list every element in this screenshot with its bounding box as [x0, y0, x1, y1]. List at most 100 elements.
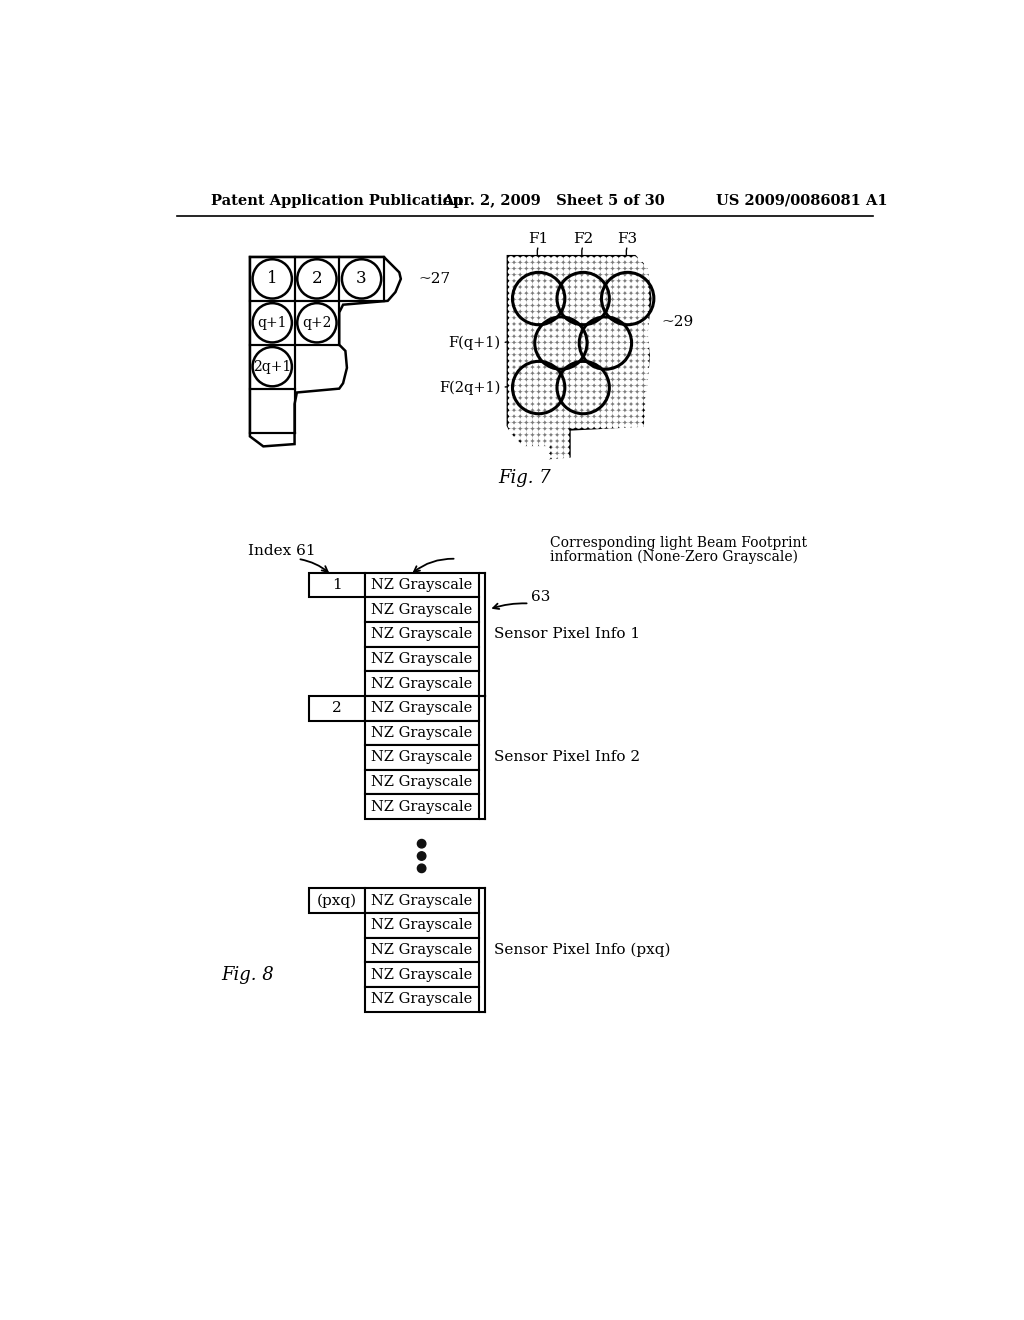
Circle shape — [540, 276, 544, 280]
Circle shape — [564, 417, 569, 422]
Circle shape — [632, 331, 637, 335]
Circle shape — [546, 447, 550, 453]
Circle shape — [613, 399, 618, 404]
Circle shape — [540, 429, 544, 434]
Circle shape — [540, 436, 544, 441]
Circle shape — [540, 392, 544, 397]
Circle shape — [601, 281, 606, 286]
Circle shape — [534, 294, 538, 298]
Circle shape — [540, 343, 544, 348]
Circle shape — [577, 325, 582, 330]
Circle shape — [515, 436, 519, 441]
Circle shape — [527, 447, 531, 453]
Circle shape — [534, 424, 538, 428]
Circle shape — [570, 350, 575, 354]
Circle shape — [570, 362, 575, 367]
Circle shape — [589, 424, 594, 428]
Circle shape — [607, 325, 612, 330]
Circle shape — [570, 368, 575, 372]
Circle shape — [595, 380, 600, 385]
Text: NZ Grayscale: NZ Grayscale — [371, 627, 472, 642]
Circle shape — [534, 281, 538, 286]
Circle shape — [601, 300, 606, 305]
Circle shape — [515, 276, 519, 280]
Circle shape — [515, 447, 519, 453]
Text: 1: 1 — [267, 271, 278, 288]
Circle shape — [632, 355, 637, 360]
Circle shape — [583, 374, 588, 379]
Circle shape — [564, 306, 569, 312]
Circle shape — [552, 263, 556, 268]
Circle shape — [626, 281, 631, 286]
Circle shape — [570, 269, 575, 275]
Circle shape — [564, 318, 569, 323]
Circle shape — [564, 411, 569, 416]
Circle shape — [527, 374, 531, 379]
Text: q+2: q+2 — [302, 315, 332, 330]
Circle shape — [515, 306, 519, 312]
Circle shape — [595, 294, 600, 298]
Circle shape — [552, 313, 556, 317]
Circle shape — [521, 355, 525, 360]
Circle shape — [509, 318, 513, 323]
Circle shape — [552, 454, 556, 459]
Circle shape — [601, 263, 606, 268]
Circle shape — [509, 313, 513, 317]
Circle shape — [534, 257, 538, 261]
Circle shape — [564, 313, 569, 317]
Circle shape — [570, 331, 575, 335]
Bar — [365, 622, 478, 647]
Circle shape — [521, 417, 525, 422]
Circle shape — [418, 840, 426, 847]
Circle shape — [620, 313, 625, 317]
Text: NZ Grayscale: NZ Grayscale — [371, 603, 472, 616]
Circle shape — [527, 355, 531, 360]
Circle shape — [552, 405, 556, 409]
Circle shape — [632, 380, 637, 385]
Circle shape — [632, 288, 637, 293]
Circle shape — [577, 411, 582, 416]
Circle shape — [613, 313, 618, 317]
Circle shape — [601, 424, 606, 428]
Circle shape — [552, 399, 556, 404]
Circle shape — [620, 300, 625, 305]
Circle shape — [601, 288, 606, 293]
Circle shape — [626, 424, 631, 428]
Circle shape — [644, 313, 649, 317]
Circle shape — [546, 294, 550, 298]
Circle shape — [540, 417, 544, 422]
Circle shape — [546, 436, 550, 441]
Circle shape — [607, 300, 612, 305]
Circle shape — [552, 424, 556, 428]
Circle shape — [607, 374, 612, 379]
Circle shape — [546, 387, 550, 391]
Circle shape — [521, 436, 525, 441]
Circle shape — [607, 399, 612, 404]
Circle shape — [564, 281, 569, 286]
Circle shape — [534, 306, 538, 312]
Circle shape — [644, 368, 649, 372]
Circle shape — [583, 257, 588, 261]
Circle shape — [570, 399, 575, 404]
Bar — [365, 888, 478, 913]
Circle shape — [626, 263, 631, 268]
Circle shape — [632, 387, 637, 391]
Circle shape — [595, 387, 600, 391]
Circle shape — [589, 417, 594, 422]
Circle shape — [626, 387, 631, 391]
Circle shape — [601, 411, 606, 416]
Circle shape — [583, 306, 588, 312]
Circle shape — [607, 288, 612, 293]
Circle shape — [558, 306, 562, 312]
Circle shape — [583, 387, 588, 391]
Circle shape — [509, 294, 513, 298]
Circle shape — [564, 288, 569, 293]
Circle shape — [595, 424, 600, 428]
Circle shape — [577, 306, 582, 312]
Circle shape — [644, 294, 649, 298]
Circle shape — [509, 411, 513, 416]
Circle shape — [570, 313, 575, 317]
Bar — [365, 597, 478, 622]
Circle shape — [564, 362, 569, 367]
Circle shape — [620, 417, 625, 422]
